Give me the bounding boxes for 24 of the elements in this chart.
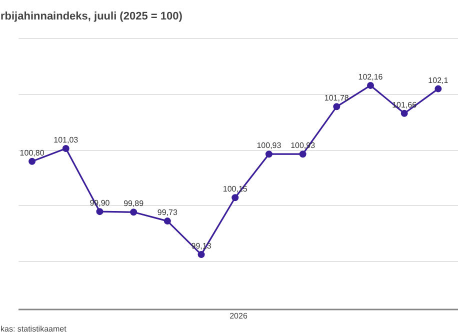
point <box>62 145 70 152</box>
data-label: 102,16 <box>358 72 384 82</box>
data-label: 102,1 <box>428 76 449 85</box>
data-label: 100,93 <box>256 141 282 150</box>
data-label: 99,73 <box>157 208 178 218</box>
data-label: 101,03 <box>54 136 79 145</box>
point <box>400 110 408 117</box>
text: 2026 <box>230 312 248 320</box>
text: kas: statistikaamet <box>0 324 68 334</box>
point <box>232 194 239 202</box>
point <box>164 218 171 225</box>
point <box>28 158 36 165</box>
data-label: 101,78 <box>324 94 350 103</box>
point <box>333 103 340 110</box>
point <box>96 208 104 216</box>
point <box>130 208 138 216</box>
data-label: 99,89 <box>124 199 144 208</box>
data-label: 100,80 <box>20 148 45 158</box>
point <box>299 150 306 158</box>
point <box>434 85 442 92</box>
point <box>198 251 205 258</box>
point <box>367 82 374 89</box>
chart-title: rbijahinnaindeks, juuli (2025 = 100) <box>0 10 183 22</box>
point <box>265 150 272 158</box>
